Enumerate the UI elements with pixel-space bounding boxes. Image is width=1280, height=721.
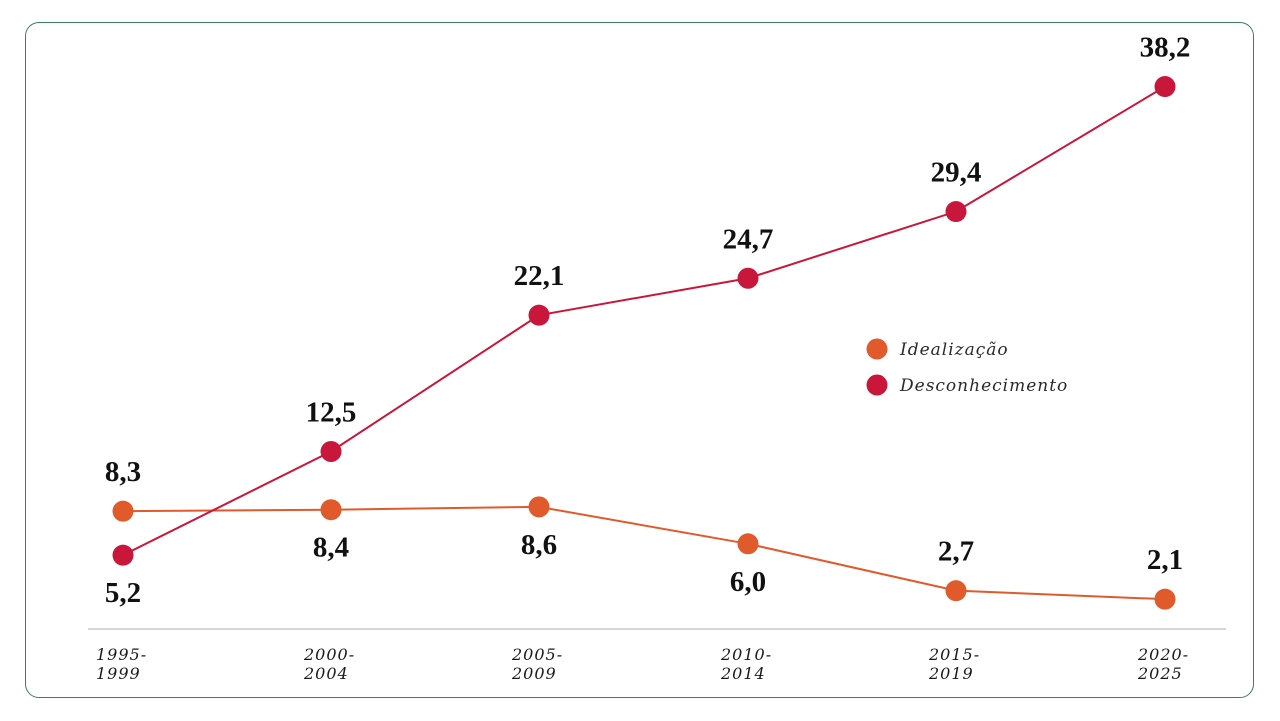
data-label-1-2: 22,1 bbox=[514, 260, 565, 292]
data-label-1-1: 12,5 bbox=[306, 397, 357, 429]
data-point-0-3 bbox=[737, 533, 759, 555]
data-point-1-1 bbox=[320, 441, 342, 462]
legend-marker-1 bbox=[866, 374, 888, 396]
data-point-1-3 bbox=[737, 267, 759, 289]
x-tick-label-1: 2000-2004 bbox=[303, 645, 355, 683]
series-line-0 bbox=[122, 505, 1166, 601]
data-point-1-4 bbox=[945, 201, 967, 223]
chart-frame bbox=[25, 22, 1254, 698]
legend: Idealização Desconhecimento bbox=[866, 338, 1068, 396]
series-layer bbox=[112, 76, 1176, 610]
data-label-0-0: 8,3 bbox=[105, 456, 141, 488]
data-label-0-1: 8,4 bbox=[313, 532, 349, 564]
data-label-1-5: 38,2 bbox=[1140, 32, 1191, 64]
series-line-1 bbox=[122, 85, 1166, 557]
legend-label-0: Idealização bbox=[899, 340, 1009, 360]
x-tick-layer: 1995-1999 2000-2004 2005-2009 2010-2014 2015… bbox=[96, 645, 1189, 683]
data-point-0-0 bbox=[112, 500, 134, 522]
legend-label-1: Desconhecimento bbox=[899, 376, 1068, 396]
data-label-layer: 8,3 8,4 8,6 6,0 2,7 2,1 5,2 12,5 22,1 24,7 29,4 38,… bbox=[105, 32, 1191, 610]
data-label-0-2: 8,6 bbox=[521, 529, 557, 561]
data-point-1-0 bbox=[112, 544, 134, 566]
data-label-0-4: 2,7 bbox=[938, 536, 974, 568]
data-label-1-4: 29,4 bbox=[931, 157, 982, 189]
legend-marker-0 bbox=[866, 338, 888, 360]
data-point-1-2 bbox=[528, 304, 550, 326]
data-point-0-2 bbox=[528, 496, 550, 518]
x-tick-label-5: 2020-2025 bbox=[1137, 645, 1189, 683]
data-point-0-5 bbox=[1154, 588, 1176, 610]
x-tick-label-4: 2015-2019 bbox=[928, 645, 980, 683]
data-point-1-5 bbox=[1154, 76, 1176, 98]
data-label-1-3: 24,7 bbox=[723, 223, 774, 255]
x-tick-label-2: 2005-2009 bbox=[511, 645, 563, 683]
data-label-1-0: 5,2 bbox=[105, 577, 141, 609]
x-tick-label-3: 2010-2014 bbox=[720, 645, 772, 683]
data-point-0-1 bbox=[320, 499, 342, 521]
data-label-0-5: 2,1 bbox=[1147, 544, 1183, 576]
data-point-0-4 bbox=[945, 580, 967, 602]
x-tick-label-0: 1995-1999 bbox=[96, 645, 147, 683]
data-label-0-3: 6,0 bbox=[730, 566, 766, 598]
